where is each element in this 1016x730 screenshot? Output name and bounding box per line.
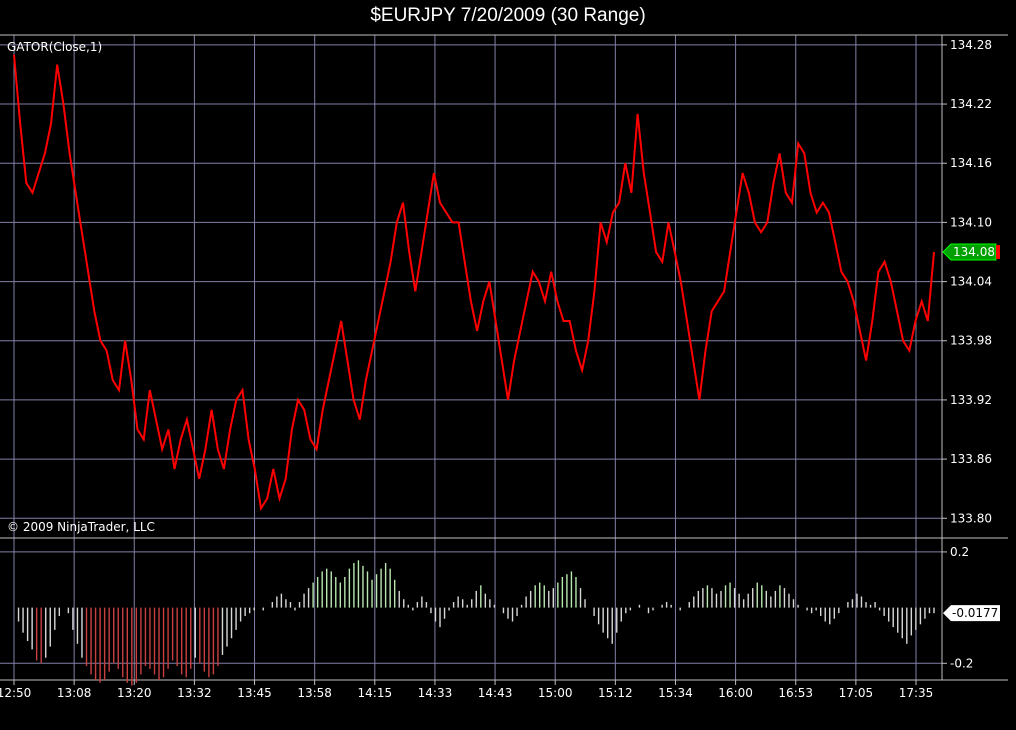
x-tick-label: 15:00 [538, 686, 573, 700]
y-tick-label: 134.16 [950, 156, 992, 170]
y-tick-label: 133.92 [950, 393, 992, 407]
y-tick-label: 134.22 [950, 97, 992, 111]
x-tick-label: 13:58 [297, 686, 332, 700]
y-tick-label: 133.98 [950, 334, 992, 348]
price-line[interactable] [13, 54, 935, 512]
x-tick-label: 13:08 [57, 686, 92, 700]
x-tick-label: 14:43 [478, 686, 513, 700]
x-tick-label: 15:34 [658, 686, 693, 700]
x-tick-label: 13:32 [177, 686, 212, 700]
x-tick-label: 14:15 [358, 686, 393, 700]
x-tick-label: 16:00 [718, 686, 753, 700]
time-axis: 12:50 13:08 13:20 13:32 13:45 13:58 14:15 14:33… [0, 680, 933, 700]
current-indicator-flag-shape [943, 605, 1000, 622]
price-axis: 134.28 134.22 134.16 134.10 134.04 133.98 133.… [942, 38, 992, 525]
current-indicator-flag-text: -0.0177 [952, 606, 998, 620]
x-tick-label: 13:45 [237, 686, 272, 700]
gator-histogram[interactable] [14, 560, 935, 686]
x-tick-label: 17:05 [839, 686, 874, 700]
x-tick-label: 13:20 [117, 686, 152, 700]
panel-frames [0, 34, 1008, 681]
y-tick-label: 134.04 [950, 275, 992, 289]
indicator-label: GATOR(Close,1) [7, 40, 102, 54]
x-tick-label: 12:50 [0, 686, 31, 700]
current-price-flag-marker [996, 244, 1000, 259]
x-tick-label: 14:33 [418, 686, 453, 700]
chart-title: $EURJPY 7/20/2009 (30 Range) [370, 5, 646, 26]
y-tick-label: -0.2 [950, 656, 973, 670]
grid [0, 35, 942, 680]
x-tick-label: 17:35 [899, 686, 934, 700]
x-tick-label: 15:12 [598, 686, 633, 700]
copyright-text: © 2009 NinjaTrader, LLC [7, 520, 155, 534]
current-indicator-flag: -0.0177 [943, 605, 1000, 622]
y-tick-label: 134.10 [950, 215, 992, 229]
y-tick-label: 133.86 [950, 452, 992, 466]
current-price-flag-text: 134.08 [953, 245, 995, 259]
y-tick-label: 0.2 [950, 545, 969, 559]
indicator-axis: 0.2 -0.2 [942, 545, 973, 670]
x-tick-label: 16:53 [778, 686, 813, 700]
current-price-flag: 134.08 [942, 243, 1000, 261]
y-tick-label: 134.28 [950, 38, 992, 52]
y-tick-label: 133.80 [950, 511, 992, 525]
